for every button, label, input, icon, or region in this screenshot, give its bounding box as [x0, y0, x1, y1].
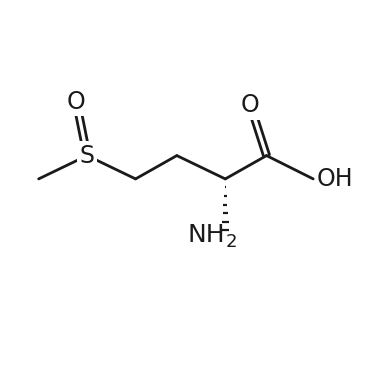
Text: 2: 2: [226, 234, 237, 251]
Text: OH: OH: [317, 167, 353, 191]
Text: O: O: [241, 93, 260, 117]
Text: NH: NH: [188, 223, 225, 246]
Text: O: O: [67, 90, 86, 114]
Text: S: S: [80, 143, 95, 168]
